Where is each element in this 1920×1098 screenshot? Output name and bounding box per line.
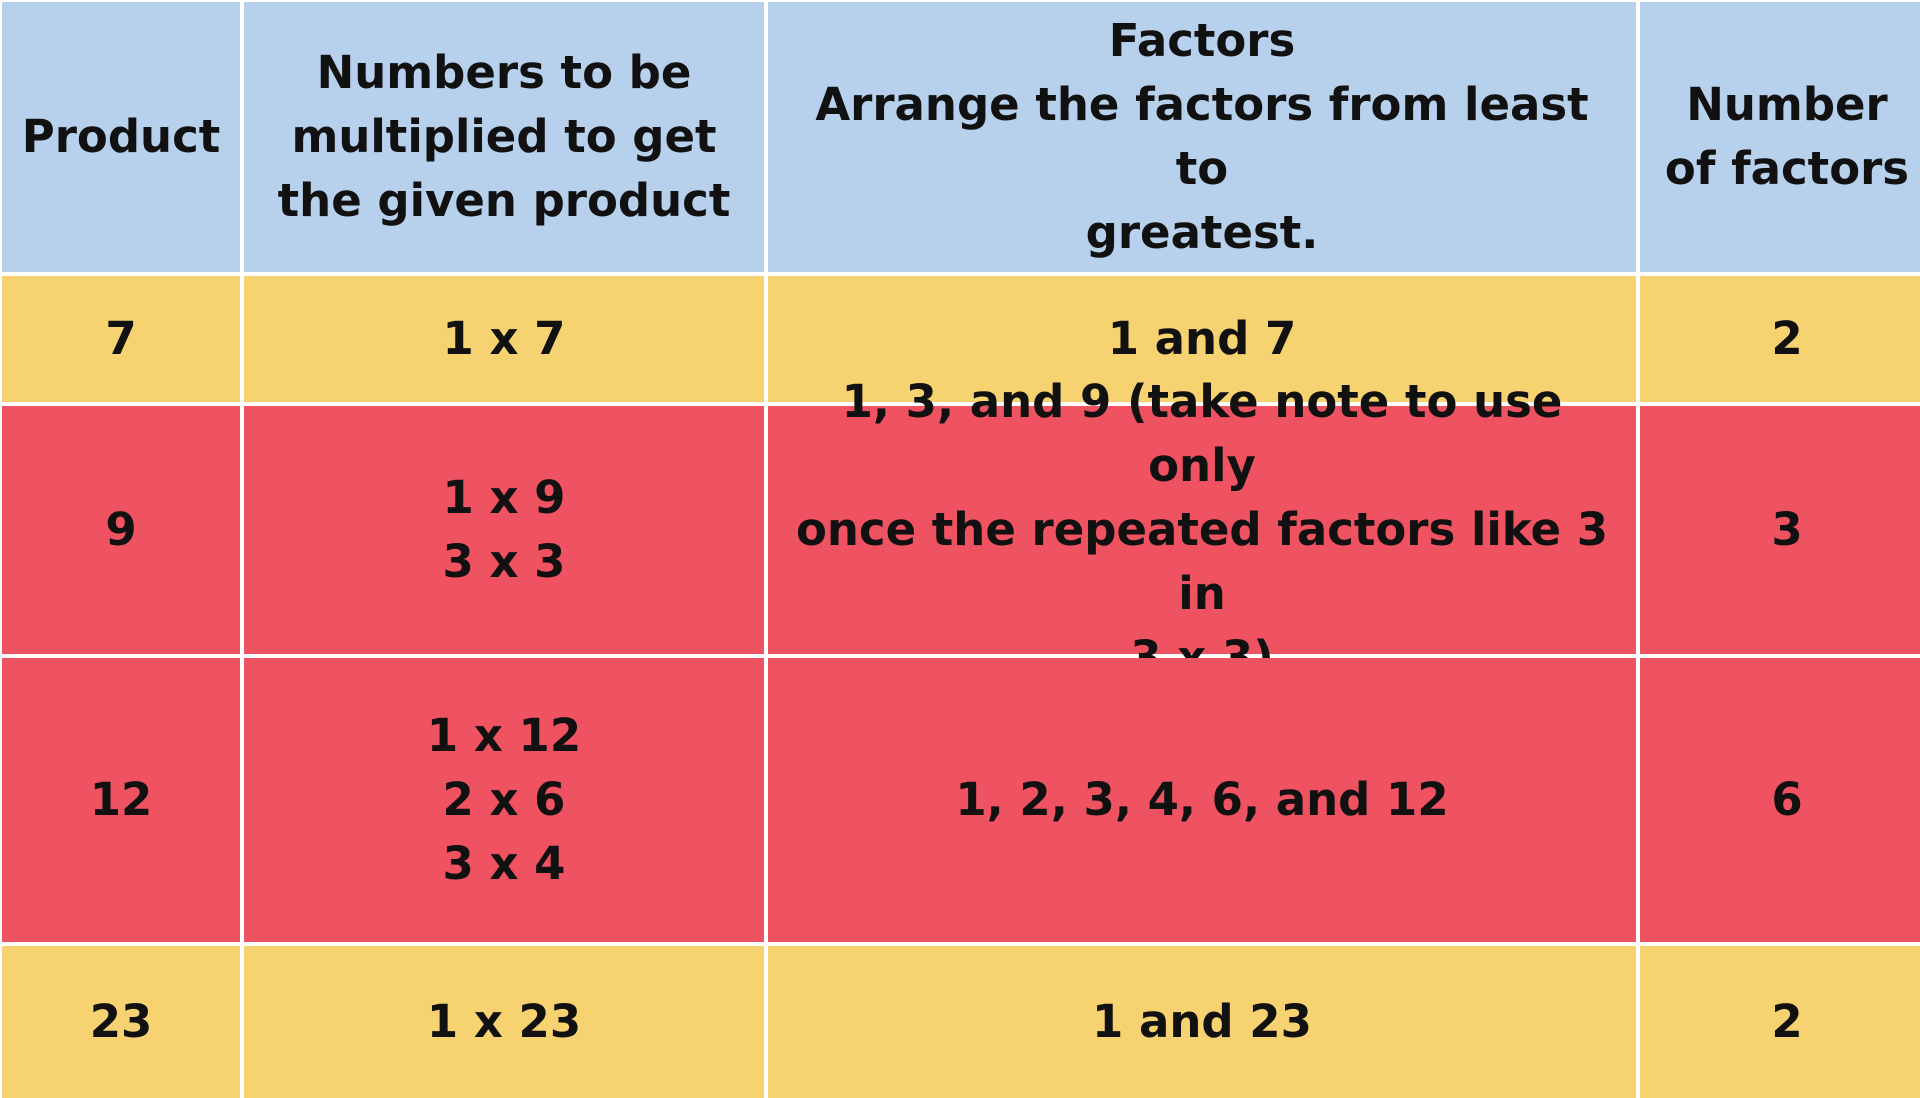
product-value: 12 — [89, 773, 153, 826]
multiplication-line: 1 x 7 — [442, 312, 566, 365]
cell-multiplications: 1 x 7 — [244, 276, 764, 402]
count-value: 3 — [1771, 503, 1803, 556]
cell-product: 9 — [2, 406, 240, 654]
cell-product: 7 — [2, 276, 240, 402]
cell-count: 3 — [1640, 406, 1920, 654]
header-factors-line: Factors — [1108, 14, 1296, 67]
factors-line: 1 and 23 — [1092, 995, 1312, 1048]
cell-product: 12 — [2, 658, 240, 942]
multiplication-line: 1 x 23 — [426, 995, 582, 1048]
cell-multiplications: 1 x 12 2 x 6 3 x 4 — [244, 658, 764, 942]
factors-line: once the repeated factors like 3 in — [795, 503, 1609, 620]
product-value: 23 — [89, 995, 153, 1048]
header-multiplications-line: the given product — [277, 174, 731, 227]
header-multiplications-line: Numbers to be — [316, 46, 692, 99]
count-value: 6 — [1771, 773, 1803, 826]
cell-product: 23 — [2, 946, 240, 1098]
count-value: 2 — [1771, 312, 1803, 365]
cell-factors: 1, 3, and 9 (take note to use only once … — [768, 375, 1636, 684]
factors-line: 1, 3, and 9 (take note to use only — [841, 375, 1563, 492]
product-value: 9 — [105, 503, 137, 556]
header-product: Product — [2, 2, 240, 272]
cell-count: 6 — [1640, 658, 1920, 942]
header-count-line: of factors — [1664, 142, 1910, 195]
header-factors: Factors Arrange the factors from least t… — [768, 2, 1636, 272]
cell-count: 2 — [1640, 276, 1920, 402]
header-factors-line: Arrange the factors from least to — [815, 78, 1589, 195]
header-count-line: Number — [1686, 78, 1888, 131]
count-value: 2 — [1771, 995, 1803, 1048]
cell-factors: 1, 2, 3, 4, 6, and 12 — [768, 658, 1636, 942]
cell-multiplications: 1 x 23 — [244, 946, 764, 1098]
multiplication-line: 2 x 6 — [442, 773, 566, 826]
product-value: 7 — [105, 312, 137, 365]
header-product-line: Product — [21, 110, 221, 163]
header-count: Number of factors — [1640, 2, 1920, 272]
factors-line: 1 and 7 — [1107, 312, 1297, 365]
header-multiplications-line: multiplied to get — [291, 110, 717, 163]
multiplication-line: 3 x 3 — [442, 535, 566, 588]
multiplication-line: 1 x 9 — [442, 471, 566, 524]
header-multiplications: Numbers to be multiplied to get the give… — [244, 2, 764, 272]
cell-factors: 1 and 7 — [768, 276, 1636, 402]
cell-multiplications: 1 x 9 3 x 3 — [244, 406, 764, 654]
multiplication-line: 3 x 4 — [442, 837, 566, 890]
header-factors-line: greatest. — [1085, 206, 1319, 259]
multiplication-line: 1 x 12 — [426, 709, 582, 762]
factors-line: 1, 2, 3, 4, 6, and 12 — [955, 773, 1449, 826]
cell-count: 2 — [1640, 946, 1920, 1098]
cell-factors: 1 and 23 — [768, 946, 1636, 1098]
